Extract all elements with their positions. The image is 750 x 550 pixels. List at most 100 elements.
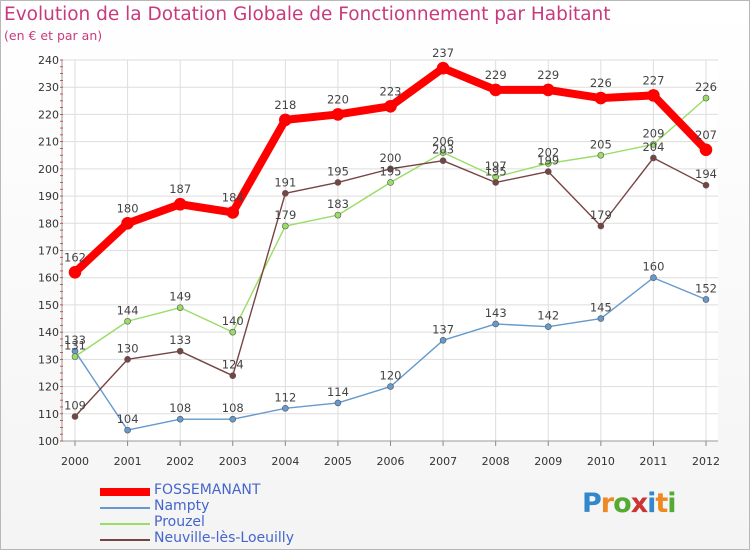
data-point-prouzel bbox=[176, 304, 184, 311]
data-point-prouzel bbox=[229, 328, 237, 336]
legend-swatch bbox=[100, 539, 150, 541]
chart-subtitle: (en € et par an) bbox=[4, 28, 103, 43]
data-point-prouzel bbox=[282, 222, 289, 230]
x-tick-label: 2001 bbox=[114, 455, 142, 468]
data-label-nampty: 120 bbox=[380, 369, 402, 383]
data-point-nampty bbox=[597, 315, 605, 322]
logo-letter: P bbox=[582, 488, 602, 519]
data-point-fossemanant bbox=[489, 83, 502, 97]
y-tick-label: 220 bbox=[38, 108, 59, 121]
data-point-neuville-les-loeuilly bbox=[650, 154, 657, 162]
x-tick-label: 2012 bbox=[692, 455, 720, 468]
data-label-nampty: 114 bbox=[327, 385, 349, 399]
data-point-neuville-les-loeuilly bbox=[544, 168, 552, 175]
y-tick-label: 230 bbox=[38, 81, 59, 94]
data-point-neuville-les-loeuilly bbox=[597, 222, 605, 230]
legend-swatch bbox=[100, 523, 150, 525]
logo-letter: t bbox=[655, 488, 668, 519]
y-tick-label: 150 bbox=[38, 299, 59, 312]
data-label-fossemanant: 227 bbox=[642, 73, 664, 87]
data-label-prouzel: 209 bbox=[642, 126, 664, 140]
data-point-neuville-les-loeuilly bbox=[439, 157, 447, 164]
legend-label: FOSSEMANANT bbox=[154, 482, 261, 498]
data-label-prouzel: 202 bbox=[537, 145, 559, 159]
data-label-nampty: 160 bbox=[642, 260, 664, 274]
data-label-neuville-les-loeuilly: 203 bbox=[432, 143, 454, 157]
data-label-prouzel: 226 bbox=[695, 80, 717, 94]
proxiti-logo: Proxiti bbox=[582, 488, 677, 519]
data-label-prouzel: 131 bbox=[64, 339, 86, 353]
data-point-prouzel bbox=[650, 141, 657, 148]
data-label-neuville-les-loeuilly: 195 bbox=[327, 164, 349, 178]
y-tick-label: 130 bbox=[38, 353, 59, 366]
data-point-neuville-les-loeuilly bbox=[282, 190, 289, 197]
data-point-fossemanant bbox=[541, 83, 555, 97]
data-label-prouzel: 140 bbox=[222, 314, 244, 328]
data-point-neuville-les-loeuilly bbox=[492, 179, 499, 186]
y-tick-label: 140 bbox=[38, 326, 59, 339]
data-label-fossemanant: 223 bbox=[380, 84, 402, 98]
data-label-neuville-les-loeuilly: 109 bbox=[64, 399, 86, 413]
data-point-neuville-les-loeuilly bbox=[702, 181, 710, 189]
x-tick-label: 2002 bbox=[166, 455, 194, 468]
data-point-nampty bbox=[176, 415, 184, 423]
x-tick-label: 2005 bbox=[324, 455, 352, 468]
data-label-prouzel: 183 bbox=[327, 197, 349, 211]
data-label-fossemanant: 218 bbox=[274, 98, 296, 112]
data-point-neuville-les-loeuilly bbox=[387, 165, 394, 173]
y-tick-label: 160 bbox=[38, 272, 59, 285]
data-point-fossemanant bbox=[226, 206, 240, 219]
data-point-prouzel bbox=[124, 317, 131, 325]
data-label-prouzel: 197 bbox=[485, 159, 507, 173]
data-label-neuville-les-loeuilly: 200 bbox=[380, 151, 402, 165]
data-label-fossemanant: 229 bbox=[485, 68, 507, 82]
data-label-neuville-les-loeuilly: 194 bbox=[695, 167, 717, 181]
data-point-nampty bbox=[650, 274, 657, 282]
data-point-fossemanant bbox=[121, 216, 134, 230]
data-label-neuville-les-loeuilly: 179 bbox=[590, 208, 612, 222]
data-label-prouzel: 149 bbox=[169, 290, 191, 304]
data-label-neuville-les-loeuilly: 195 bbox=[485, 164, 507, 178]
data-label-nampty: 137 bbox=[432, 322, 454, 336]
data-label-neuville-les-loeuilly: 191 bbox=[274, 175, 296, 189]
data-label-nampty: 112 bbox=[274, 390, 296, 404]
data-point-neuville-les-loeuilly bbox=[124, 356, 131, 363]
y-tick-label: 110 bbox=[38, 408, 59, 421]
data-point-prouzel bbox=[597, 151, 605, 159]
data-point-fossemanant bbox=[384, 99, 397, 113]
y-tick-label: 190 bbox=[38, 190, 59, 203]
data-label-nampty: 145 bbox=[590, 301, 612, 315]
data-point-nampty bbox=[702, 296, 710, 303]
logo-letter: r bbox=[600, 488, 614, 519]
x-tick-label: 2007 bbox=[429, 455, 457, 468]
data-point-fossemanant bbox=[647, 89, 660, 102]
data-label-fossemanant: 162 bbox=[64, 250, 86, 264]
y-tick-label: 210 bbox=[38, 136, 59, 149]
data-point-fossemanant bbox=[699, 143, 713, 157]
data-label-nampty: 152 bbox=[695, 281, 717, 295]
data-point-prouzel bbox=[71, 353, 79, 360]
data-point-nampty bbox=[387, 383, 394, 390]
data-point-fossemanant bbox=[68, 265, 82, 279]
data-point-prouzel bbox=[439, 149, 447, 156]
x-tick-label: 2008 bbox=[482, 455, 510, 468]
data-label-prouzel: 195 bbox=[380, 164, 402, 178]
legend-swatch bbox=[100, 507, 150, 509]
logo-letter: i bbox=[667, 488, 676, 519]
data-label-prouzel: 179 bbox=[274, 208, 296, 222]
data-point-fossemanant bbox=[331, 108, 345, 121]
data-label-nampty: 142 bbox=[537, 309, 559, 323]
y-tick-label: 180 bbox=[38, 217, 59, 230]
chart-title: Evolution de la Dotation Globale de Fonc… bbox=[4, 4, 611, 25]
data-point-nampty bbox=[439, 337, 447, 344]
y-tick-label: 170 bbox=[38, 245, 59, 258]
legend-label: Neuville-lès-Loeuilly bbox=[154, 530, 294, 546]
data-point-fossemanant bbox=[436, 61, 450, 75]
data-point-fossemanant bbox=[594, 91, 608, 105]
y-tick-label: 240 bbox=[38, 54, 59, 67]
data-point-nampty bbox=[492, 320, 499, 328]
data-label-fossemanant: 229 bbox=[537, 68, 559, 82]
data-point-nampty bbox=[282, 405, 289, 412]
x-tick-label: 2011 bbox=[639, 455, 667, 468]
y-tick-label: 100 bbox=[38, 435, 59, 448]
